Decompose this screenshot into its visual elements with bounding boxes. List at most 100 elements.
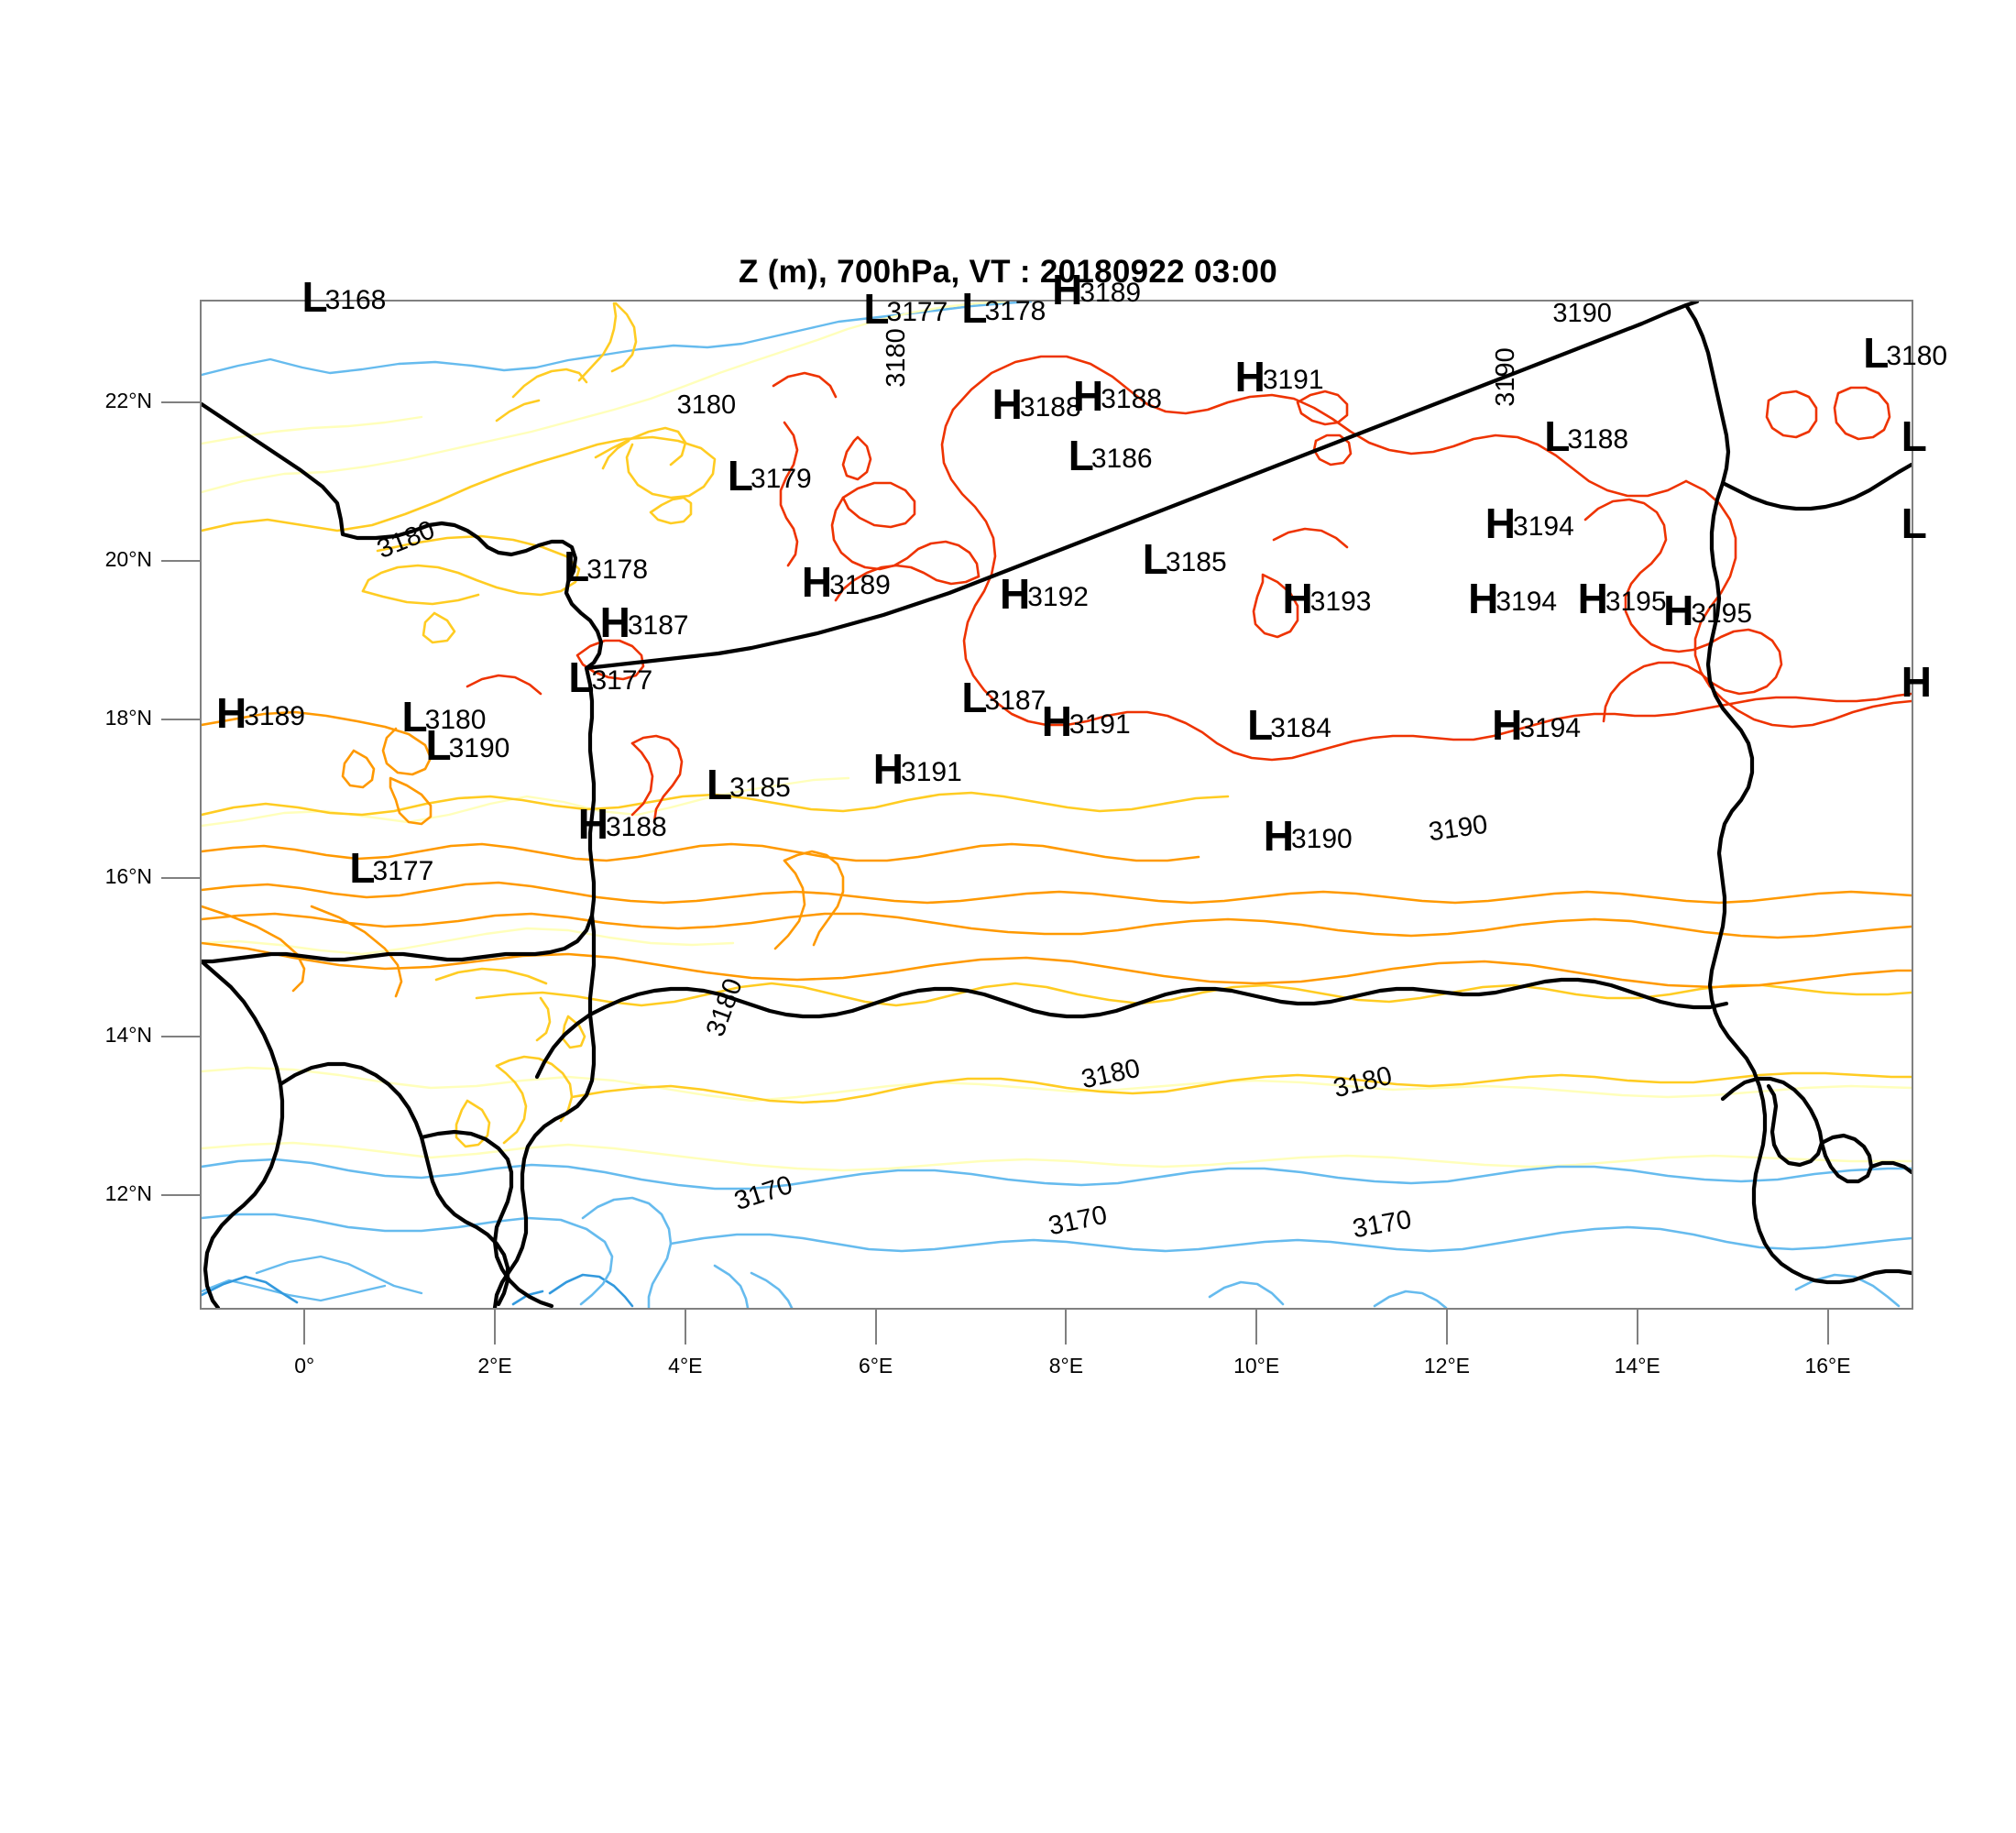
extremum-marker-low: L <box>1901 412 1927 460</box>
extremum-marker-high: H3194 <box>1485 502 1576 544</box>
extremum-glyph: L <box>961 673 987 721</box>
extremum-marker-high: H3187 <box>600 601 691 643</box>
extremum-glyph: H <box>1577 574 1608 622</box>
extremum-value: 3179 <box>750 463 812 494</box>
extremum-marker-high: H3195 <box>1663 589 1754 631</box>
extremum-marker-high: H3189 <box>1052 269 1143 311</box>
extremum-glyph: H <box>599 598 630 646</box>
extremum-glyph: H <box>1263 812 1294 861</box>
y-axis-tick <box>161 1193 200 1196</box>
extremum-glyph: H <box>1468 574 1498 622</box>
y-axis-tick <box>161 876 200 879</box>
extremum-value: 3189 <box>1079 277 1142 308</box>
extremum-marker-high: H <box>1901 661 1932 703</box>
y-axis-label: 18°N <box>104 706 152 730</box>
extremum-glyph: L <box>425 720 452 769</box>
extremum-value: 3178 <box>586 554 649 586</box>
x-axis-label: 4°E <box>668 1354 703 1377</box>
map-plot-area <box>200 300 1913 1310</box>
extremum-value: 3188 <box>1567 423 1629 455</box>
x-axis-tick <box>1065 1310 1068 1345</box>
extremum-glyph: L <box>1068 432 1094 480</box>
x-axis-label: 2°E <box>477 1354 512 1377</box>
x-axis-label: 16°E <box>1804 1354 1851 1377</box>
extremum-marker-low: L <box>1901 502 1927 544</box>
contour-value-label: 3190 <box>1552 299 1612 329</box>
extremum-marker-low: L3178 <box>961 287 1047 329</box>
extremum-marker-low: L3185 <box>707 763 793 806</box>
extremum-value: 3191 <box>1262 364 1324 395</box>
extremum-glyph: L <box>1863 328 1889 377</box>
extremum-glyph: L <box>727 451 753 499</box>
extremum-marker-high: H3192 <box>1000 573 1090 615</box>
extremum-value: 3178 <box>984 295 1046 326</box>
contour-value-label: 3180 <box>676 390 737 420</box>
x-axis-label: 10°E <box>1233 1354 1280 1377</box>
extremum-value: 3194 <box>1513 510 1574 542</box>
y-axis-label: 22°N <box>104 389 152 413</box>
extremum-marker-high: H3188 <box>578 803 669 845</box>
extremum-marker-high: H3191 <box>1235 356 1326 398</box>
y-axis-label: 16°N <box>104 863 152 888</box>
y-axis-tick <box>161 719 200 721</box>
extremum-value: 3191 <box>901 756 962 787</box>
extremum-value: 3190 <box>448 732 510 763</box>
extremum-glyph: L <box>863 285 889 334</box>
x-axis-tick <box>684 1310 686 1345</box>
extremum-glyph: H <box>1485 499 1516 547</box>
x-axis-label: 12°E <box>1423 1354 1470 1377</box>
y-axis-tick <box>161 401 200 404</box>
extremum-marker-high: H3195 <box>1578 577 1669 620</box>
extremum-glyph: H <box>1052 265 1082 313</box>
extremum-glyph: H <box>1234 352 1265 401</box>
extremum-glyph: L <box>568 653 594 702</box>
x-axis-label: 14°E <box>1614 1354 1660 1377</box>
extremum-value: 3188 <box>1101 384 1162 415</box>
contour-value-label: 3190 <box>1491 347 1521 408</box>
extremum-marker-low: L3187 <box>961 676 1047 719</box>
extremum-marker-low: L3177 <box>863 288 949 330</box>
contour-group-3190 <box>466 355 1912 824</box>
y-axis-label: 14°N <box>104 1022 152 1047</box>
contour-group-3180 <box>202 302 1912 1148</box>
extremum-marker-low: L3177 <box>349 847 435 889</box>
contour-canvas <box>202 302 1912 1308</box>
extremum-marker-high: H3193 <box>1283 577 1374 620</box>
extremum-marker-low: L3185 <box>1143 538 1229 580</box>
extremum-marker-high: H3188 <box>1073 375 1164 417</box>
extremum-glyph: L <box>1544 412 1570 460</box>
extremum-value: 3194 <box>1519 713 1582 744</box>
extremum-glyph: H <box>999 570 1030 619</box>
extremum-value: 3177 <box>886 297 948 328</box>
extremum-marker-high: H3190 <box>1264 815 1354 857</box>
extremum-glyph: L <box>349 843 375 892</box>
x-axis-label: 8°E <box>1048 1354 1084 1377</box>
extremum-value: 3189 <box>829 570 891 601</box>
contour-group-3170-lower <box>202 1158 1912 1308</box>
extremum-marker-low: L3190 <box>426 724 512 766</box>
extremum-glyph: L <box>564 543 589 591</box>
extremum-value: 3192 <box>1027 582 1089 613</box>
extremum-glyph: H <box>1041 697 1072 745</box>
extremum-value: 3187 <box>984 685 1046 716</box>
extremum-glyph: L <box>1142 534 1168 583</box>
extremum-marker-high: H3188 <box>992 383 1083 425</box>
extremum-marker-low: L3177 <box>568 656 654 698</box>
extremum-glyph: H <box>1072 372 1103 421</box>
extremum-marker-low: L3180 <box>1863 332 1949 374</box>
page-title: Z (m), 700hPa, VT : 20180922 03:00 <box>0 254 2016 291</box>
extremum-value: 3168 <box>324 285 387 316</box>
extremum-glyph: L <box>1901 412 1927 460</box>
x-axis-tick <box>874 1310 877 1345</box>
extremum-marker-low: L3184 <box>1247 704 1333 746</box>
contour-group-3160 <box>202 1273 634 1308</box>
extremum-glyph: H <box>872 744 904 793</box>
extremum-marker-high: H3191 <box>873 748 964 790</box>
extremum-value: 3185 <box>1165 546 1227 577</box>
extremum-value: 3184 <box>1270 713 1331 744</box>
contour-svg <box>202 302 1912 1308</box>
extremum-value: 3195 <box>1605 586 1667 617</box>
extremum-value: 3193 <box>1309 586 1372 617</box>
extremum-marker-low: L3178 <box>564 545 650 587</box>
